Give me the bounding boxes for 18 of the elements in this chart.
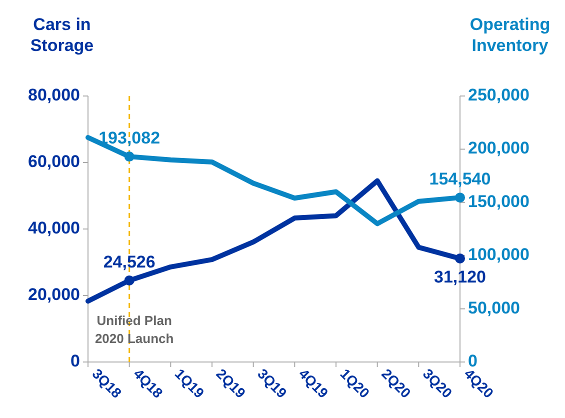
- y-tick-label: 0: [70, 351, 80, 370]
- y-tick-label: 80,000: [28, 85, 80, 104]
- y-tick-label: 40,000: [28, 218, 80, 238]
- y2-tick-label: 0: [468, 351, 478, 370]
- data-label: 31,120: [434, 268, 486, 287]
- y2-tick-label: 150,000: [468, 192, 530, 211]
- data-label: 24,526: [103, 252, 156, 272]
- y2-tick-label: 100,000: [468, 245, 530, 264]
- y-tick-label: 60,000: [28, 152, 80, 171]
- data-label: 193,082: [98, 128, 160, 148]
- y2-tick-label: 200,000: [468, 138, 530, 158]
- y-tick-label: 20,000: [28, 284, 80, 304]
- y2-tick-label: 50,000: [468, 298, 520, 318]
- y-axis-title: Cars in Storage: [30, 15, 94, 55]
- y2-axis-title: Operating Inventory: [470, 15, 550, 55]
- data-label: 154,540: [429, 170, 491, 189]
- y2-tick-label: 250,000: [468, 85, 530, 104]
- ref-line-label: Unified Plan 2020 Launch: [94, 313, 174, 346]
